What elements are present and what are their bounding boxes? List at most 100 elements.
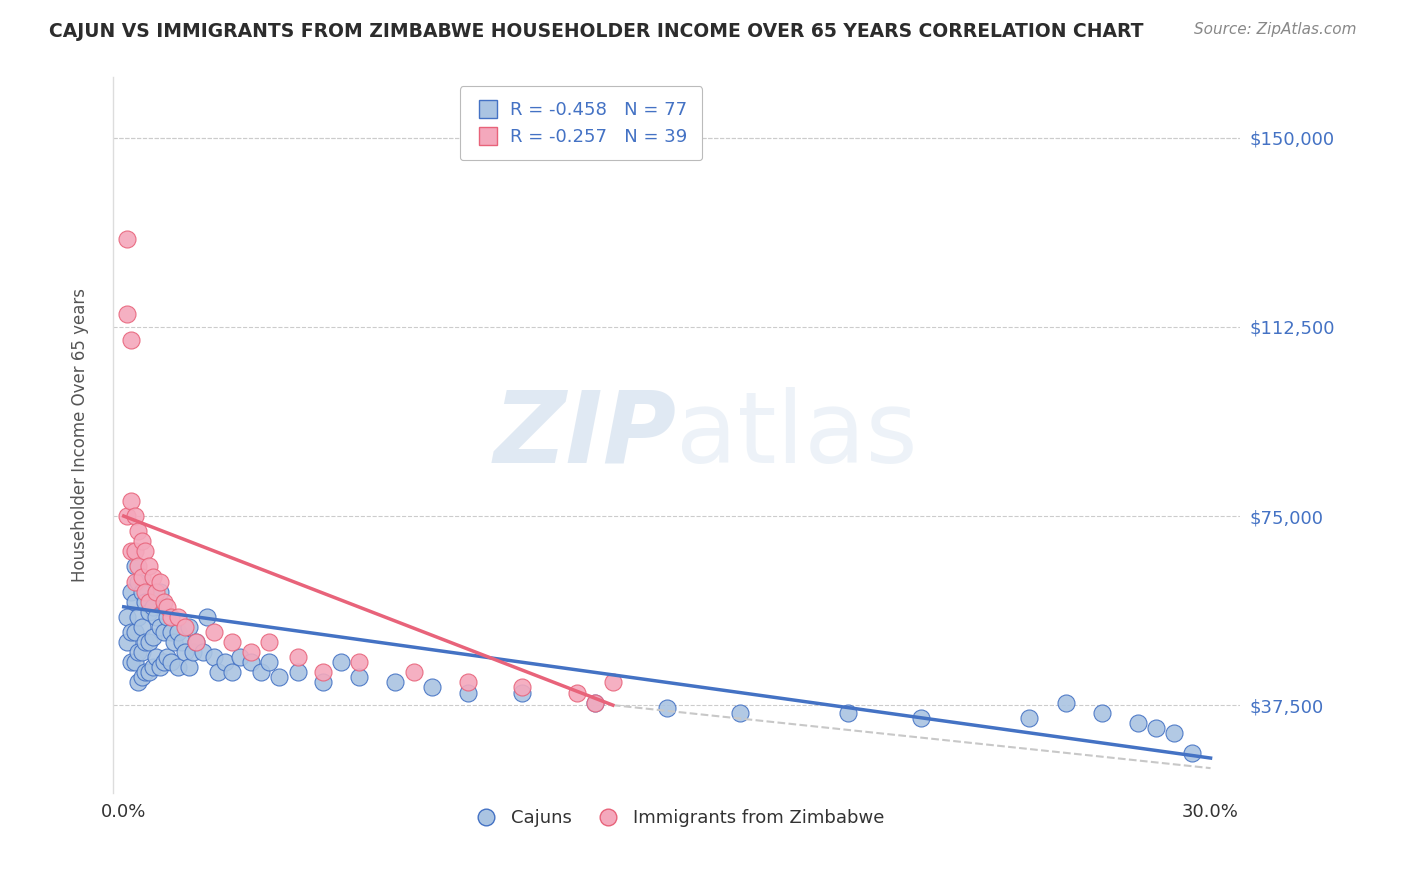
Point bbox=[149, 660, 172, 674]
Point bbox=[181, 645, 204, 659]
Legend: Cajuns, Immigrants from Zimbabwe: Cajuns, Immigrants from Zimbabwe bbox=[461, 802, 891, 834]
Point bbox=[134, 544, 156, 558]
Point bbox=[134, 665, 156, 680]
Point bbox=[167, 625, 190, 640]
Point bbox=[145, 610, 167, 624]
Point bbox=[142, 660, 165, 674]
Point bbox=[837, 706, 859, 720]
Point bbox=[149, 574, 172, 589]
Y-axis label: Householder Income Over 65 years: Householder Income Over 65 years bbox=[72, 288, 89, 582]
Point bbox=[214, 655, 236, 669]
Point bbox=[312, 665, 335, 680]
Point bbox=[174, 645, 197, 659]
Point bbox=[134, 584, 156, 599]
Point bbox=[138, 605, 160, 619]
Point bbox=[177, 620, 200, 634]
Point bbox=[257, 655, 280, 669]
Point bbox=[131, 620, 153, 634]
Point bbox=[152, 655, 174, 669]
Point bbox=[131, 670, 153, 684]
Point bbox=[127, 645, 149, 659]
Point bbox=[131, 569, 153, 583]
Point bbox=[384, 675, 406, 690]
Point bbox=[312, 675, 335, 690]
Point bbox=[124, 559, 146, 574]
Point bbox=[420, 681, 443, 695]
Point bbox=[120, 333, 142, 347]
Point bbox=[138, 665, 160, 680]
Point bbox=[347, 655, 370, 669]
Point bbox=[156, 599, 179, 614]
Point bbox=[138, 595, 160, 609]
Point bbox=[124, 574, 146, 589]
Point bbox=[117, 635, 139, 649]
Text: ZIP: ZIP bbox=[494, 387, 676, 483]
Point bbox=[163, 635, 186, 649]
Point bbox=[127, 524, 149, 538]
Point bbox=[159, 655, 181, 669]
Point bbox=[134, 635, 156, 649]
Point bbox=[159, 610, 181, 624]
Point bbox=[186, 635, 208, 649]
Point bbox=[174, 620, 197, 634]
Text: Source: ZipAtlas.com: Source: ZipAtlas.com bbox=[1194, 22, 1357, 37]
Point bbox=[510, 681, 533, 695]
Point bbox=[239, 645, 262, 659]
Point bbox=[120, 584, 142, 599]
Point bbox=[149, 620, 172, 634]
Point bbox=[120, 544, 142, 558]
Point bbox=[269, 670, 291, 684]
Point bbox=[287, 665, 309, 680]
Point bbox=[250, 665, 273, 680]
Point bbox=[170, 635, 193, 649]
Point bbox=[583, 696, 606, 710]
Point bbox=[131, 534, 153, 549]
Point bbox=[120, 655, 142, 669]
Point bbox=[195, 610, 218, 624]
Point bbox=[565, 685, 588, 699]
Point bbox=[127, 574, 149, 589]
Point bbox=[142, 569, 165, 583]
Point bbox=[1144, 721, 1167, 735]
Point bbox=[167, 610, 190, 624]
Point bbox=[239, 655, 262, 669]
Point bbox=[728, 706, 751, 720]
Text: atlas: atlas bbox=[676, 387, 918, 483]
Point bbox=[117, 307, 139, 321]
Point bbox=[257, 635, 280, 649]
Point bbox=[152, 625, 174, 640]
Point bbox=[149, 584, 172, 599]
Point bbox=[120, 494, 142, 508]
Point bbox=[127, 559, 149, 574]
Point bbox=[457, 675, 479, 690]
Point bbox=[207, 665, 229, 680]
Point bbox=[124, 509, 146, 524]
Point bbox=[142, 630, 165, 644]
Point bbox=[602, 675, 624, 690]
Point bbox=[124, 544, 146, 558]
Point bbox=[655, 700, 678, 714]
Point bbox=[145, 584, 167, 599]
Point bbox=[1181, 746, 1204, 760]
Point bbox=[193, 645, 215, 659]
Point bbox=[910, 711, 932, 725]
Point bbox=[131, 584, 153, 599]
Point bbox=[124, 625, 146, 640]
Point bbox=[186, 635, 208, 649]
Point bbox=[347, 670, 370, 684]
Point bbox=[127, 610, 149, 624]
Point bbox=[120, 625, 142, 640]
Point bbox=[510, 685, 533, 699]
Point bbox=[142, 599, 165, 614]
Point bbox=[117, 232, 139, 246]
Point bbox=[167, 660, 190, 674]
Point bbox=[228, 650, 250, 665]
Point bbox=[402, 665, 425, 680]
Point bbox=[117, 509, 139, 524]
Point bbox=[1163, 726, 1185, 740]
Point bbox=[145, 650, 167, 665]
Point bbox=[287, 650, 309, 665]
Point bbox=[221, 665, 243, 680]
Point bbox=[330, 655, 353, 669]
Point bbox=[134, 595, 156, 609]
